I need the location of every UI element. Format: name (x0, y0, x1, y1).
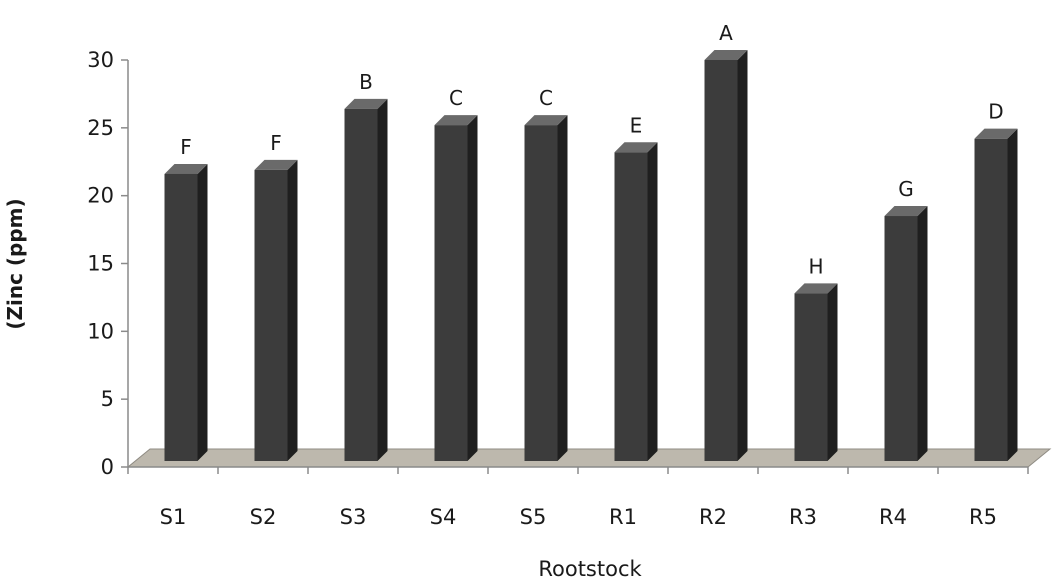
bar-R5 (974, 128, 1018, 462)
bar-S5 (524, 115, 568, 462)
bar-top (254, 159, 298, 170)
significance-label: B (359, 70, 373, 94)
category-label: S4 (430, 505, 457, 529)
y-axis-title: (Zinc (ppm) (3, 198, 27, 329)
bar-front (434, 125, 468, 462)
bar-R4 (884, 206, 928, 461)
bar-top (524, 115, 568, 126)
bar-side (647, 142, 658, 461)
bar-front (344, 108, 378, 461)
bars (164, 50, 1018, 462)
bar-top (704, 50, 748, 60)
bar-S4 (434, 115, 478, 462)
bar-side (197, 163, 208, 461)
bar-R3 (794, 283, 838, 461)
significance-label: F (180, 135, 192, 159)
x-axis-title: Rootstock (538, 557, 642, 581)
bar-top (884, 206, 928, 217)
bar-R2 (704, 50, 748, 461)
y-tick-label: 10 (87, 319, 114, 343)
y-tick-label: 0 (101, 455, 114, 479)
bar-top (344, 98, 388, 109)
bar-top (974, 128, 1018, 139)
y-tick-label: 15 (87, 252, 114, 276)
bar-side (737, 50, 748, 461)
bar-side (287, 159, 298, 461)
category-label: S3 (340, 505, 367, 529)
bar-front (524, 125, 558, 462)
bar-top (164, 163, 208, 174)
significance-label: G (898, 177, 914, 201)
bar-top (434, 115, 478, 126)
bar-top (614, 142, 658, 153)
category-label: S2 (250, 505, 277, 529)
bar-side (917, 206, 928, 461)
labels: 0 5 10 15 20 25 30 F S1 F S2 B S3 C S4 C S5 E R1 A R2 H R3 G R4 D… (87, 21, 1003, 529)
bar-S2 (254, 159, 298, 461)
y-tick-label: 30 (87, 48, 114, 72)
category-label: S1 (160, 505, 187, 529)
y-tick-label: 25 (87, 116, 114, 140)
y-tick-label: 20 (87, 184, 114, 208)
bar-front (974, 138, 1008, 462)
bar-S1 (164, 163, 208, 461)
bar-side (467, 115, 478, 462)
significance-label: D (988, 100, 1003, 124)
significance-label: H (808, 254, 823, 278)
bar-front (164, 173, 198, 461)
bar-side (377, 98, 388, 461)
bar-side (557, 115, 568, 462)
axes (121, 59, 1029, 474)
bar-front (254, 169, 288, 461)
bar-front (614, 152, 648, 461)
bar-top (794, 283, 838, 294)
category-label: R5 (969, 505, 997, 529)
category-label: S5 (520, 505, 547, 529)
category-label: R1 (609, 505, 637, 529)
bar-front (884, 216, 918, 461)
category-label: R4 (879, 505, 907, 529)
bar-front (704, 60, 738, 461)
bar-front (794, 293, 828, 461)
bar-side (1007, 128, 1018, 462)
bar-side (827, 283, 838, 461)
significance-label: A (719, 21, 733, 45)
significance-label: C (449, 86, 463, 110)
y-tick-label: 5 (101, 387, 114, 411)
bar-R1 (614, 142, 658, 461)
significance-label: F (270, 131, 282, 155)
bar-S3 (344, 98, 388, 461)
category-label: R3 (789, 505, 817, 529)
significance-label: E (630, 113, 643, 137)
category-label: R2 (699, 505, 727, 529)
significance-label: C (539, 86, 553, 110)
